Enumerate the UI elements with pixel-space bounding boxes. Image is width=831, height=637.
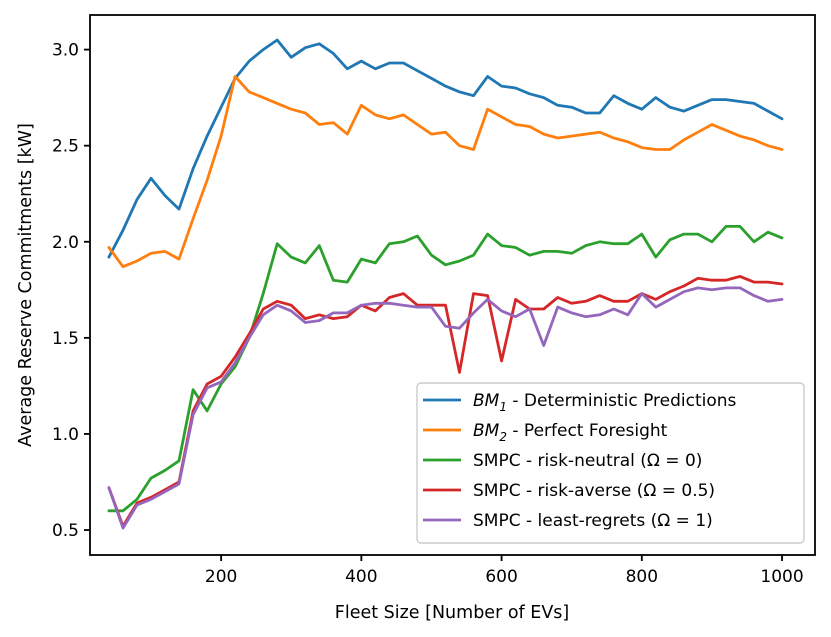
series-line-smpc-least-regrets (107, 286, 784, 530)
y-tick-label: 3.0 (52, 41, 79, 61)
axes-layer: 200 400 600 800 1000 0.5 1.0 1.5 2.0 2.5 3.0 (52, 14, 816, 587)
legend-label: SMPC - risk-averse (Ω = 0.5) (473, 481, 715, 501)
legend-label: BM1 - Deterministic Predictions (473, 391, 737, 414)
x-tick-label: 200 (205, 567, 237, 587)
series-line-bm2-perfect-foresight (107, 75, 784, 269)
legend-entry-smpc-least-regrets: SMPC - least-regrets (Ω = 1) (423, 511, 713, 531)
legend-label: SMPC - least-regrets (Ω = 1) (473, 511, 713, 531)
series-line-smpc-risk-averse (107, 274, 784, 528)
y-tick-label: 2.0 (52, 233, 79, 253)
x-tick-label: 600 (485, 567, 517, 587)
y-axis-label: Average Reserve Commitments [kW] (16, 123, 36, 447)
legend-entry-bm2-perfect-foresight: BM2 - Perfect Foresight (423, 421, 668, 444)
y-tick-label: 2.5 (52, 137, 79, 157)
series-line-bm1-deterministic-predictions (107, 38, 784, 259)
y-tick-label: 1.5 (52, 329, 79, 349)
x-tick-label: 800 (626, 567, 658, 587)
series-layer (107, 38, 784, 530)
legend-label: BM2 - Perfect Foresight (473, 421, 668, 444)
legend: BM1 - Deterministic Predictions BM2 - Per… (416, 382, 805, 544)
legend-frame (416, 382, 805, 544)
axes-spines (89, 14, 816, 556)
y-tick-label: 1.0 (52, 425, 79, 445)
legend-entry-smpc-risk-averse: SMPC - risk-averse (Ω = 0.5) (423, 481, 715, 501)
x-tick-label: 400 (345, 567, 377, 587)
legend-entry-bm1-deterministic-predictions: BM1 - Deterministic Predictions (423, 391, 737, 414)
legend-label: SMPC - risk-neutral (Ω = 0) (473, 451, 702, 471)
legend-entry-smpc-risk-neutral: SMPC - risk-neutral (Ω = 0) (423, 451, 702, 471)
series-line-smpc-risk-neutral (107, 224, 784, 513)
x-tick-label: 1000 (760, 567, 803, 587)
y-tick-label: 0.5 (52, 521, 79, 541)
x-axis-label: Fleet Size [Number of EVs] (335, 603, 569, 623)
